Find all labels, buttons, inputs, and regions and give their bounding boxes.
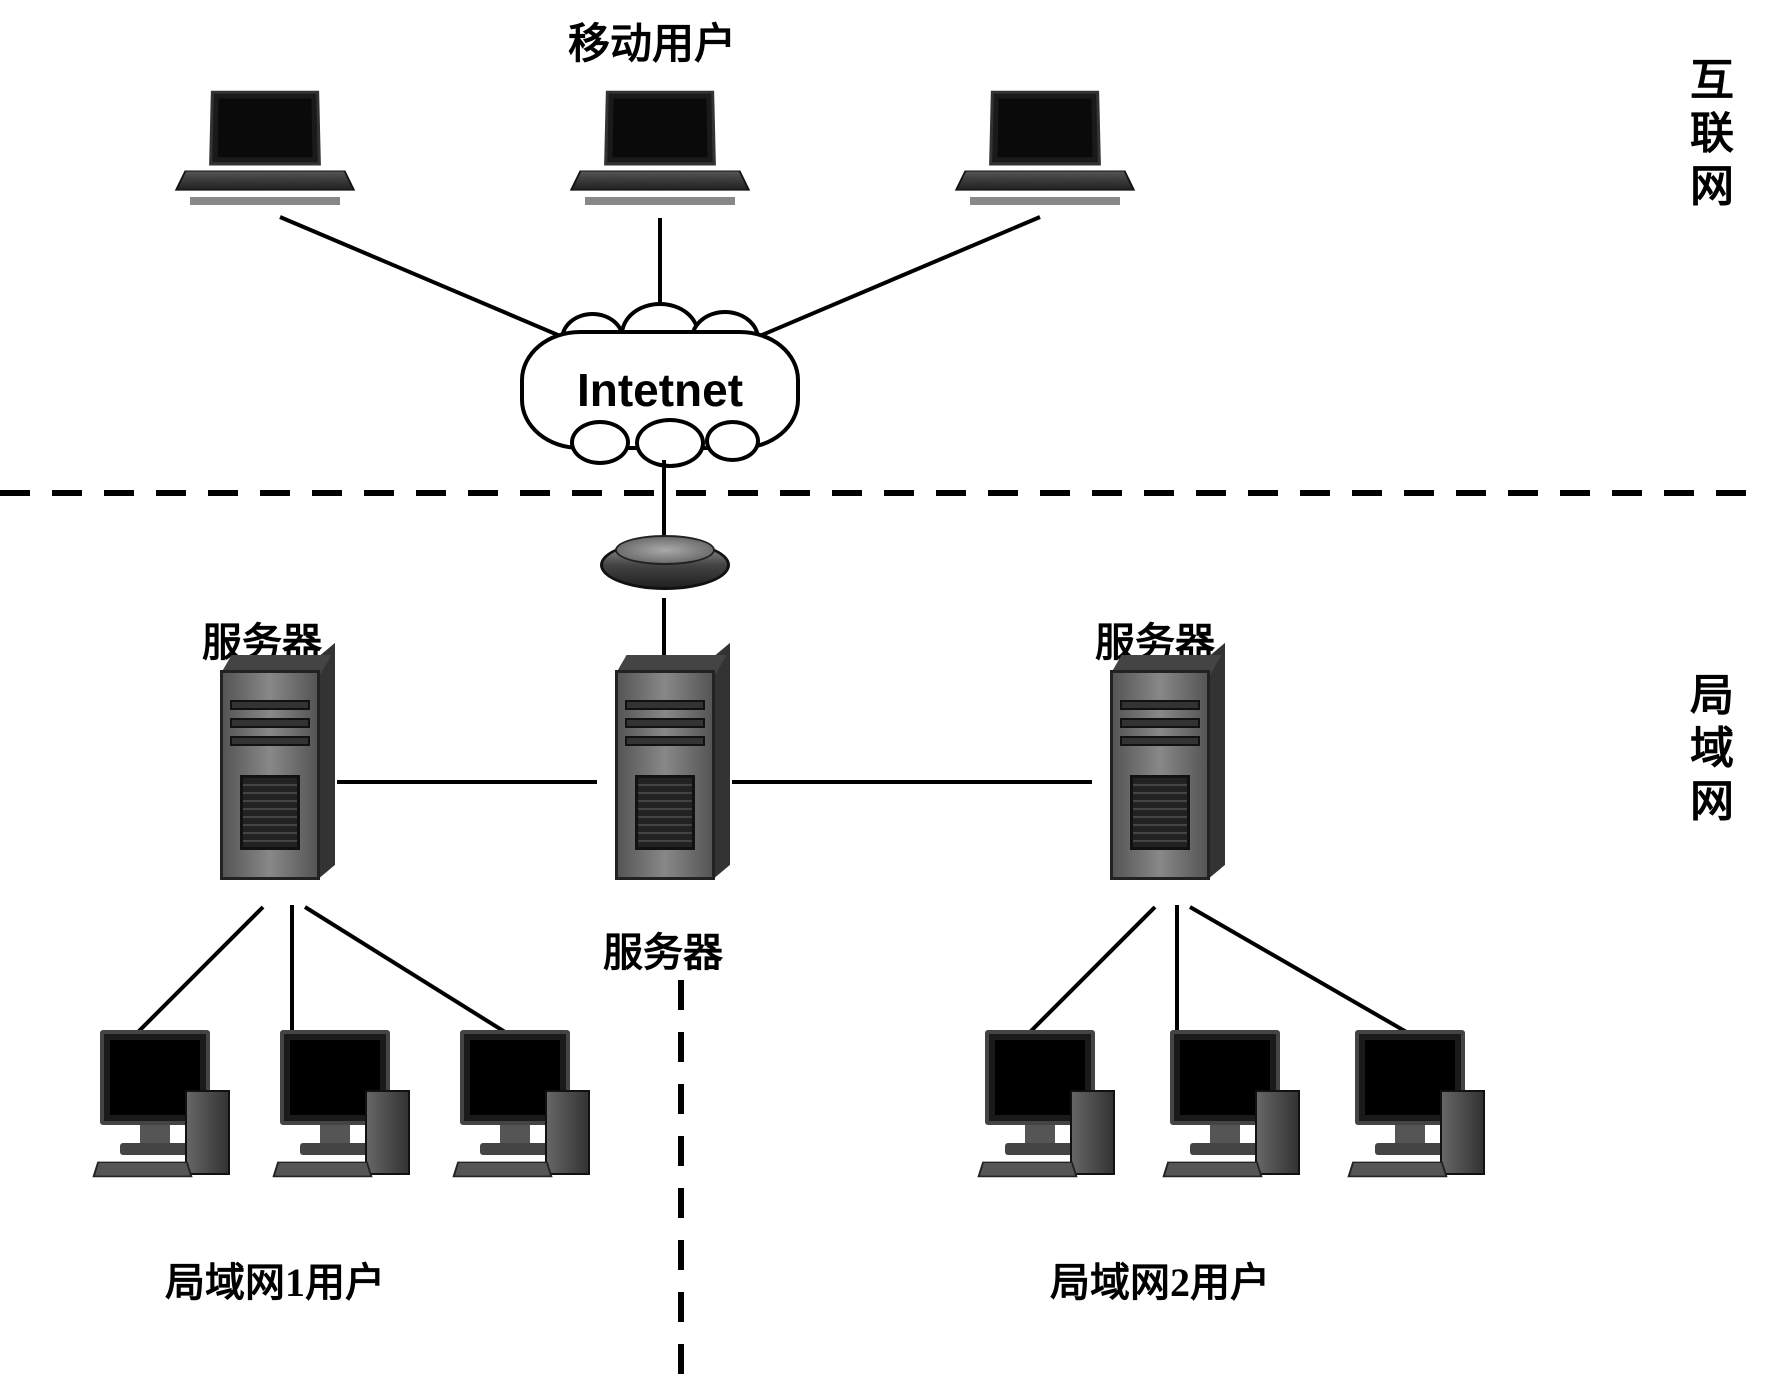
edge-line bbox=[732, 780, 1092, 784]
network-diagram: 移动用户 互联网 局域网 Intetnet 服务器 服务器 bbox=[0, 0, 1768, 1379]
laptop-icon bbox=[960, 90, 1130, 220]
zone-lan-text: 局域网 bbox=[1690, 670, 1734, 828]
edge-line bbox=[1189, 905, 1416, 1038]
desktop-icon bbox=[1335, 1030, 1495, 1190]
edge-line bbox=[1175, 905, 1179, 1030]
lan1-users-label: 局域网1用户 bbox=[165, 1250, 385, 1308]
edge-line bbox=[337, 780, 597, 784]
server-icon bbox=[595, 650, 735, 900]
desktop-icon bbox=[1150, 1030, 1310, 1190]
zone-separator-horizontal bbox=[0, 490, 1768, 496]
zone-internet-label: 互联网 bbox=[1690, 55, 1734, 213]
server-icon bbox=[200, 650, 340, 900]
cloud-label: Intetnet bbox=[520, 330, 800, 450]
edge-line bbox=[304, 905, 518, 1041]
router-icon bbox=[590, 530, 740, 600]
mobile-users-label: 移动用户 bbox=[568, 10, 736, 71]
server-icon bbox=[1090, 650, 1230, 900]
desktop-icon bbox=[965, 1030, 1125, 1190]
zone-internet-text: 互联网 bbox=[1690, 55, 1734, 213]
zone-lan-label: 局域网 bbox=[1690, 670, 1734, 828]
desktop-icon bbox=[260, 1030, 420, 1190]
server-center-label: 服务器 bbox=[603, 920, 723, 978]
desktop-icon bbox=[440, 1030, 600, 1190]
edge-line bbox=[290, 905, 294, 1030]
lan2-users-label: 局域网2用户 bbox=[1050, 1250, 1270, 1308]
zone-separator-vertical bbox=[678, 980, 684, 1379]
desktop-icon bbox=[80, 1030, 240, 1190]
laptop-icon bbox=[180, 90, 350, 220]
edge-line bbox=[134, 906, 264, 1036]
edge-line bbox=[662, 460, 666, 538]
edge-line bbox=[662, 598, 666, 658]
edge-line bbox=[1026, 906, 1156, 1036]
cloud-icon: Intetnet bbox=[520, 330, 800, 450]
laptop-icon bbox=[575, 90, 745, 220]
